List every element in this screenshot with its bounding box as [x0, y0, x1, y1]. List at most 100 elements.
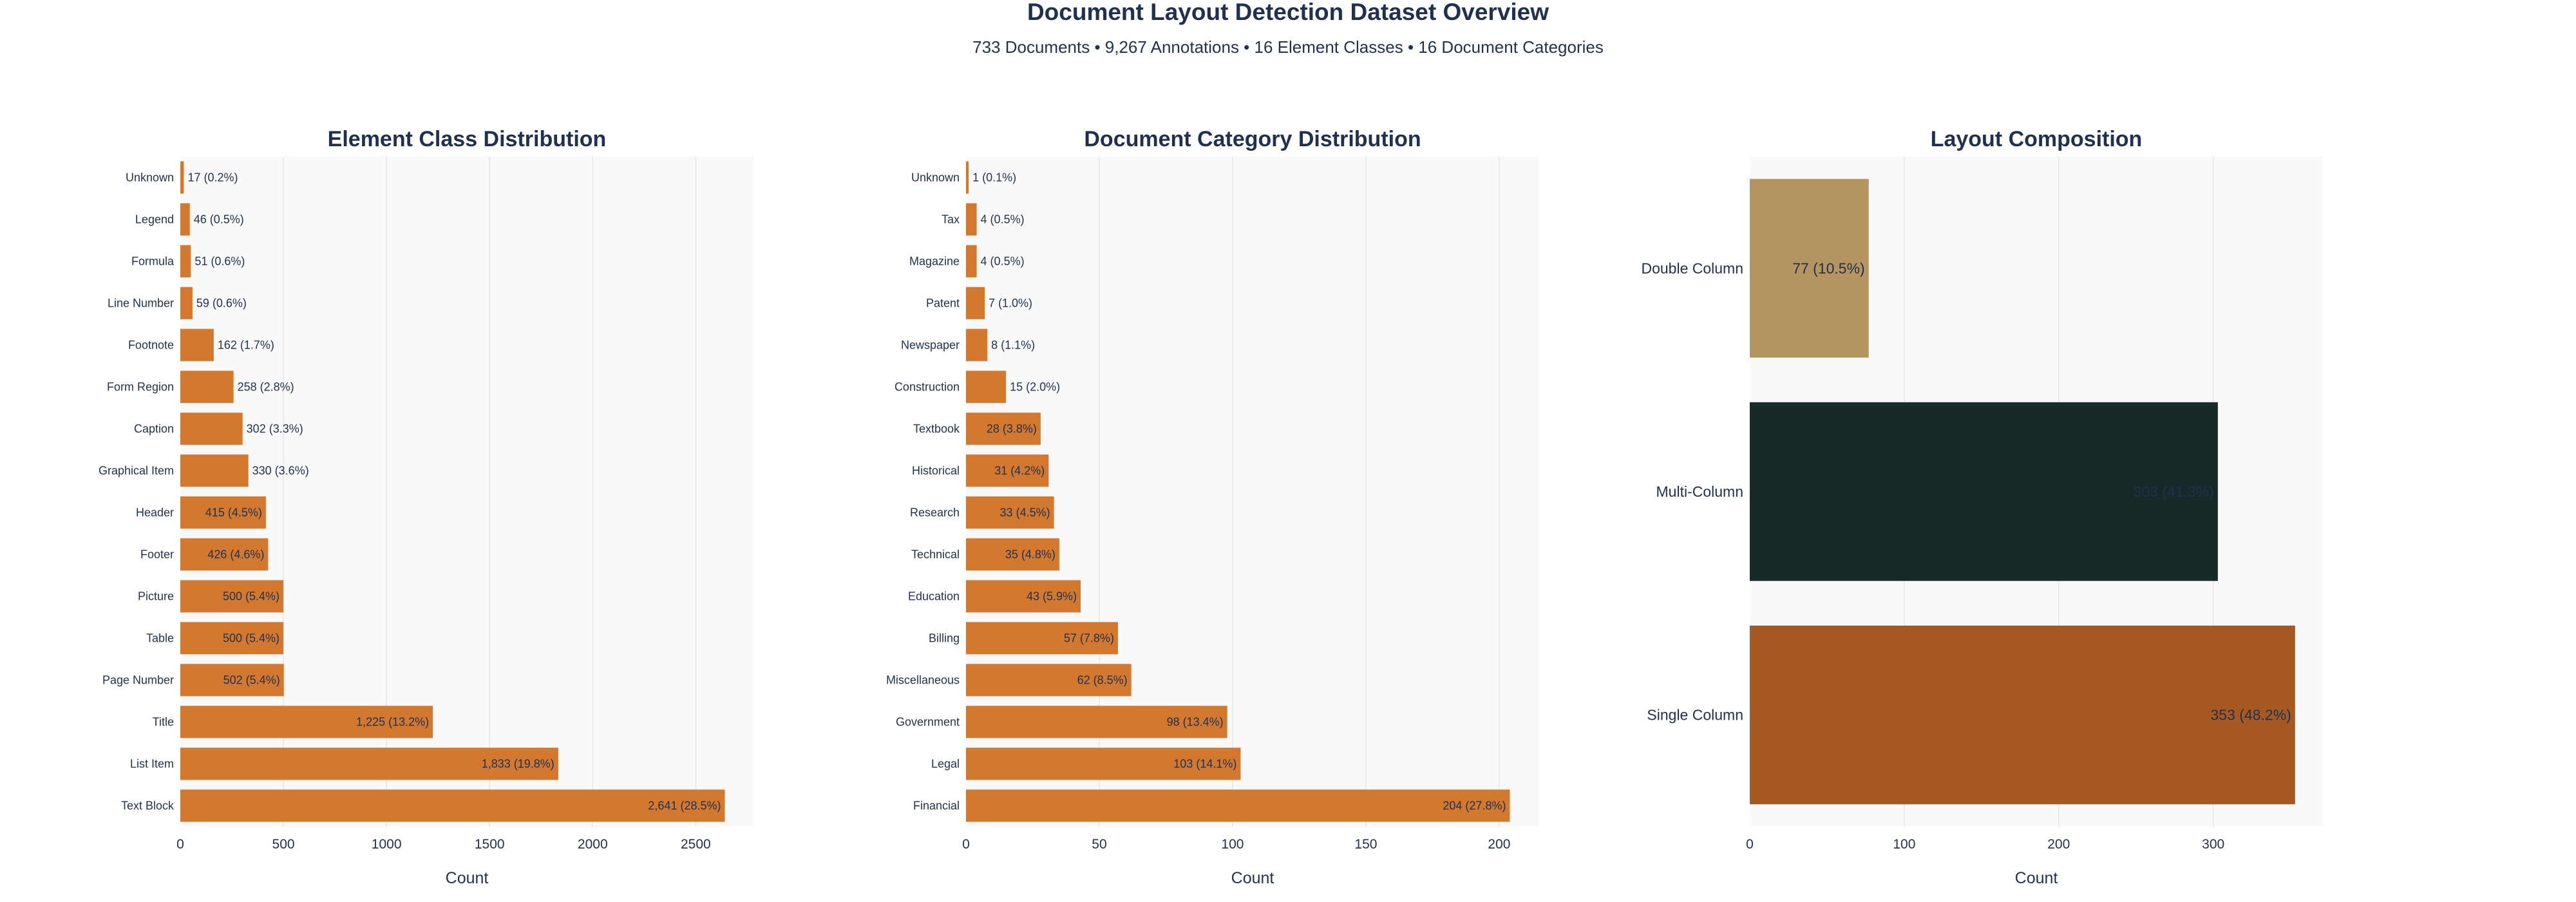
category-label: Technical [911, 548, 960, 561]
data-label: 15 (2.0%) [1010, 381, 1060, 394]
x-tick-label: 100 [1893, 837, 1915, 852]
category-label: Legend [135, 213, 174, 226]
data-label: 62 (8.5%) [1077, 674, 1128, 687]
x-tick-label: 300 [2202, 837, 2224, 852]
x-axis-title: Count [2015, 869, 2058, 887]
x-tick-label: 1000 [372, 837, 402, 852]
bar-unknown [966, 161, 969, 194]
data-label: 415 (4.5%) [205, 506, 262, 519]
bar-caption [180, 412, 243, 445]
bar-construction [966, 370, 1007, 403]
category-label: Picture [138, 590, 174, 603]
data-label: 1,225 (13.2%) [356, 716, 429, 729]
data-label: 502 (5.4%) [223, 674, 280, 687]
category-label: Footnote [128, 339, 174, 352]
category-label: Miscellaneous [886, 674, 960, 687]
data-label: 43 (5.9%) [1027, 590, 1077, 603]
data-label: 500 (5.4%) [223, 590, 279, 603]
data-label: 31 (4.2%) [994, 465, 1045, 477]
category-label: Line Number [108, 297, 174, 310]
bar-legend [180, 203, 190, 236]
bar-header [180, 496, 266, 529]
bar-graphical-item [180, 454, 249, 487]
x-tick-label: 100 [1221, 837, 1244, 852]
x-tick-label: 0 [176, 837, 184, 852]
bar-formula [180, 245, 191, 278]
data-label: 17 (0.2%) [187, 171, 238, 184]
x-tick-label: 2000 [578, 837, 608, 852]
bar-technical [966, 538, 1059, 571]
data-label: 98 (13.4%) [1167, 716, 1224, 729]
category-label: Magazine [909, 255, 960, 268]
data-label: 46 (0.5%) [194, 213, 244, 226]
data-label: 4 (0.5%) [981, 255, 1025, 268]
data-label: 258 (2.8%) [238, 381, 294, 394]
bar-billing [966, 622, 1118, 655]
data-label: 59 (0.6%) [196, 297, 247, 310]
page-subtitle: 733 Documents • 9,267 Annotations • 16 E… [972, 37, 1604, 57]
bar-title [180, 705, 433, 738]
x-tick-label: 500 [272, 837, 295, 852]
category-label: Table [146, 632, 174, 645]
bar-unknown [180, 161, 184, 194]
x-tick-label: 200 [1488, 837, 1510, 852]
data-label: 7 (1.0%) [989, 297, 1032, 310]
category-label: Historical [912, 465, 960, 477]
bar-magazine [966, 245, 977, 278]
data-label: 8 (1.1%) [991, 339, 1035, 352]
x-tick-label: 0 [1746, 837, 1754, 852]
bar-miscellaneous [966, 664, 1132, 696]
data-label: 1,833 (19.8%) [482, 758, 554, 771]
category-label: Financial [913, 800, 960, 812]
category-label: Caption [134, 423, 174, 436]
x-tick-label: 0 [962, 837, 970, 852]
bar-patent [966, 287, 985, 320]
chart-title: Element Class Distribution [328, 127, 607, 151]
x-tick-label: 200 [2047, 837, 2070, 852]
data-label: 353 (48.2%) [2211, 707, 2291, 724]
category-label: Graphical Item [99, 465, 174, 477]
category-label: Multi-Column [1656, 483, 1743, 500]
category-label: Legal [931, 758, 960, 771]
category-label: Footer [140, 548, 174, 561]
x-tick-label: 2500 [681, 837, 711, 852]
category-label: Form Region [107, 381, 174, 394]
chart-title: Layout Composition [1931, 127, 2143, 151]
bar-research [966, 496, 1054, 529]
chart-title: Document Category Distribution [1084, 127, 1421, 151]
bar-government [966, 705, 1227, 738]
data-label: 2,641 (28.5%) [648, 800, 721, 812]
category-label: Newspaper [901, 339, 960, 352]
bar-newspaper [966, 329, 988, 361]
category-label: Billing [929, 632, 960, 645]
data-label: 33 (4.5%) [1000, 506, 1050, 519]
category-label: Research [910, 506, 960, 519]
x-tick-label: 150 [1354, 837, 1377, 852]
data-label: 28 (3.8%) [987, 423, 1037, 436]
data-label: 500 (5.4%) [223, 632, 279, 645]
x-axis-title: Count [446, 869, 489, 887]
data-label: 330 (3.6%) [252, 465, 309, 477]
category-label: Tax [942, 213, 960, 226]
category-label: Title [153, 716, 174, 729]
data-label: 51 (0.6%) [194, 255, 245, 268]
bar-footnote [180, 329, 214, 361]
bar-single-column [1750, 626, 2295, 805]
category-label: Unknown [126, 171, 174, 184]
category-label: Double Column [1641, 260, 1743, 276]
category-label: Unknown [911, 171, 960, 184]
category-label: Text Block [121, 800, 175, 812]
category-label: Single Column [1647, 707, 1743, 724]
x-tick-label: 1500 [475, 837, 505, 852]
category-label: Textbook [913, 423, 960, 436]
bar-line-number [180, 287, 193, 320]
bar-multi-column [1750, 402, 2218, 581]
data-label: 4 (0.5%) [981, 213, 1025, 226]
data-label: 204 (27.8%) [1443, 800, 1506, 812]
bar-picture [180, 580, 284, 613]
document-category-chart: Document Category Distribution 0 50 100 150 2… [886, 127, 1539, 887]
bar-financial [966, 789, 1510, 822]
data-label: 35 (4.8%) [1005, 548, 1056, 561]
data-label: 57 (7.8%) [1064, 632, 1114, 645]
category-label: Education [908, 590, 960, 603]
